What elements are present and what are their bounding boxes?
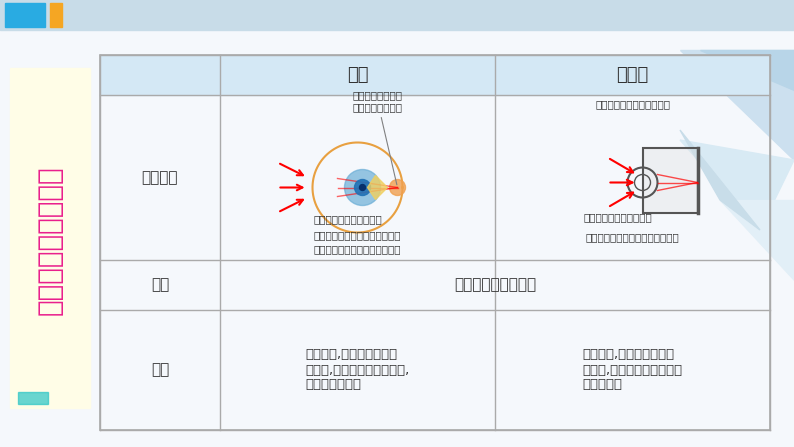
Polygon shape (700, 50, 794, 90)
Text: 像距不变,当物距增大（减
小）时,晶状体变平（变厚）,
焦距变大（小）: 像距不变,当物距增大（减 小）时,晶状体变平（变厚）, 焦距变大（小） (306, 349, 410, 392)
Circle shape (354, 180, 371, 195)
Bar (18, 392, 48, 404)
Bar (10, 68, 90, 408)
Polygon shape (368, 176, 387, 199)
Text: 成倒立、缩小的实像: 成倒立、缩小的实像 (454, 278, 536, 292)
Bar (642, 148, 697, 212)
Bar (100, 55, 770, 95)
Text: 焦距不变,当物距增大（减
小）时,减小（增大）镜头到
底片的距离: 焦距不变,当物距增大（减 小）时,减小（增大）镜头到 底片的距离 (583, 349, 683, 392)
Bar (5, 3, 45, 27)
Polygon shape (680, 50, 794, 160)
Bar (642, 148, 697, 212)
Text: 的共同作用相当于一个凸透镜）: 的共同作用相当于一个凸透镜） (314, 244, 401, 254)
Text: 光圈（可控制光的强度）: 光圈（可控制光的强度） (583, 212, 652, 222)
Text: 底片（有感光材料，相当于光屏）: 底片（有感光材料，相当于光屏） (586, 232, 680, 242)
Text: 成像: 成像 (151, 278, 169, 292)
Text: 眼睛: 眼睛 (347, 66, 368, 84)
Text: 主要结构: 主要结构 (142, 170, 178, 185)
Text: 瞳孔（可控制光的强度）: 瞳孔（可控制光的强度） (313, 214, 382, 224)
Polygon shape (680, 130, 760, 230)
Circle shape (360, 185, 365, 190)
Circle shape (345, 169, 380, 206)
Bar (100, 55, 770, 430)
Text: 晶状体（角膜、晶状体、玻璃体: 晶状体（角膜、晶状体、玻璃体 (314, 230, 401, 240)
Polygon shape (680, 140, 794, 230)
Text: 照相机: 照相机 (616, 66, 649, 84)
Circle shape (390, 180, 406, 195)
Text: 视网膜（有感光细
胞，相当于光屏）: 视网膜（有感光细 胞，相当于光屏） (353, 90, 403, 185)
Bar (0, 0, 794, 30)
Text: 眼睛与照相机的对比: 眼睛与照相机的对比 (36, 165, 64, 315)
Text: 镜头（相当于一个凸透镜）: 镜头（相当于一个凸透镜） (595, 99, 670, 109)
Text: 调节: 调节 (151, 363, 169, 378)
Polygon shape (720, 200, 794, 280)
Bar (50, 3, 62, 27)
